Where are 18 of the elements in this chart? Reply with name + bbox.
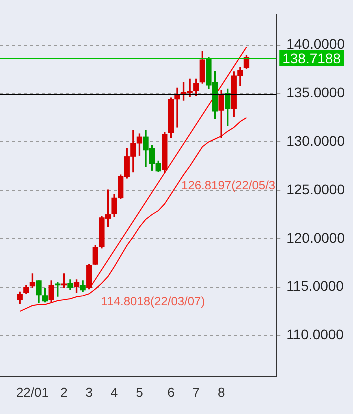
y-tick-label: 110.0000 (286, 326, 344, 343)
x-tick-label: 6 (168, 384, 175, 400)
y-tick-label: 140.0000 (286, 36, 346, 52)
x-tick-label: 3 (86, 384, 93, 400)
annotation: 126.8197(22/05/3 (182, 178, 276, 193)
y-tick-label: 125.0000 (286, 181, 346, 198)
x-tick-label: 22/01 (16, 384, 49, 400)
y-tick-label: 115.0000 (286, 278, 344, 294)
x-tick-label: 8 (218, 384, 226, 400)
x-tick-label: 2 (60, 384, 68, 400)
x-tick-label: 7 (192, 384, 200, 400)
y-tick-label: 120.0000 (286, 230, 346, 246)
x-tick-label: 5 (136, 384, 144, 400)
y-tick-label: 135.0000 (286, 84, 346, 101)
y-tick-label: 130.0000 (286, 133, 346, 150)
ref-line-label: 138.7188 (282, 50, 342, 66)
x-tick-label: 4 (110, 384, 118, 400)
annotation: 114.8018(22/03/07) (101, 294, 206, 309)
